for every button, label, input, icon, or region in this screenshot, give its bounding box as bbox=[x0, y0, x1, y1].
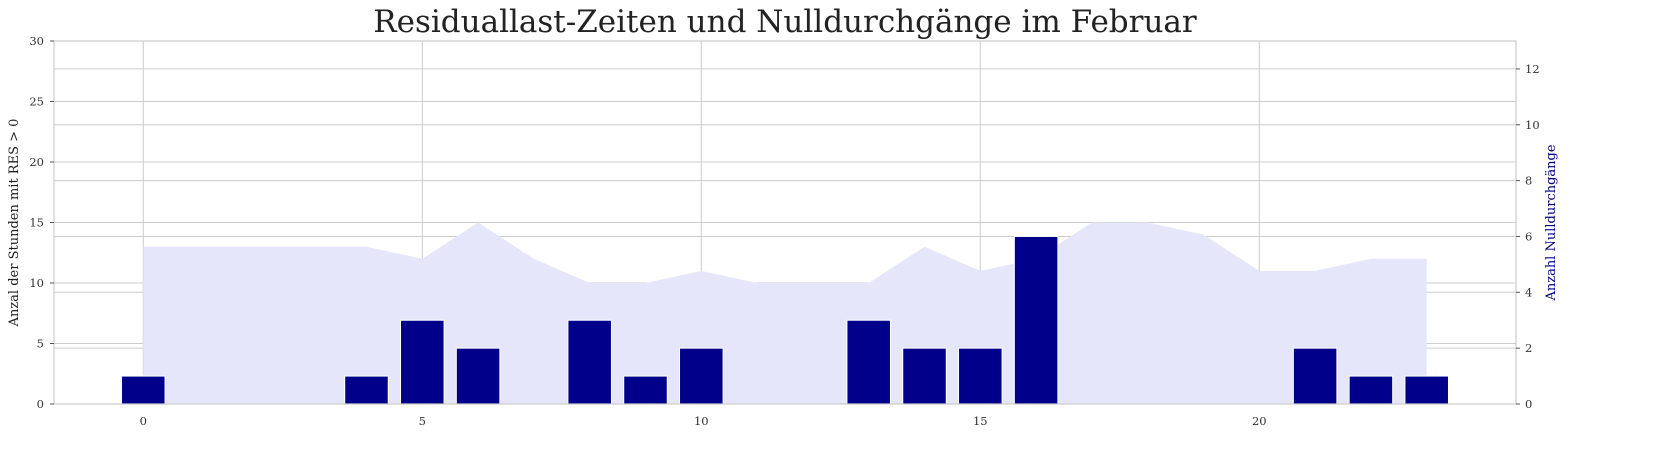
bar-mark bbox=[958, 347, 1003, 405]
x-tick-label: 20 bbox=[1252, 414, 1267, 428]
bar-mark bbox=[344, 375, 389, 405]
y2-tick-label: 2 bbox=[1525, 341, 1532, 355]
chart-title: Residuallast-Zeiten und Nulldurchgänge i… bbox=[373, 4, 1197, 40]
bar-mark bbox=[1013, 235, 1059, 405]
y-axis-label: Anzal der Stunden mit RES > 0 bbox=[7, 119, 22, 328]
bar-mark bbox=[1292, 347, 1338, 405]
bar-layer bbox=[121, 235, 1449, 405]
y2-tick-label: 6 bbox=[1525, 229, 1532, 243]
y-tick-label: 5 bbox=[37, 337, 44, 351]
bar-mark bbox=[623, 375, 668, 405]
x-tick-label: 10 bbox=[694, 414, 709, 428]
bar-mark bbox=[846, 319, 891, 405]
y2-axis-label: Anzahl Nulldurchgänge bbox=[1544, 144, 1559, 301]
y2-tick-label: 4 bbox=[1525, 285, 1532, 299]
x-tick-label: 0 bbox=[140, 414, 147, 428]
y2-tick-label: 0 bbox=[1525, 397, 1532, 411]
y-tick-label: 10 bbox=[29, 276, 44, 290]
y-tick-label: 30 bbox=[29, 34, 44, 48]
x-tick-label: 15 bbox=[973, 414, 988, 428]
bar-mark bbox=[1348, 375, 1394, 405]
y-tick-label: 25 bbox=[29, 95, 44, 109]
y2-tick-label: 10 bbox=[1525, 118, 1540, 132]
y-tick-label: 20 bbox=[29, 155, 44, 169]
bar-mark bbox=[902, 347, 947, 405]
bar-mark bbox=[1404, 375, 1449, 405]
area-series bbox=[143, 222, 1427, 404]
tick-layer: 0 5 10 15 20 0 5 10 15 20 25 30 0 2 4 6 8 10 12 bbox=[29, 34, 1539, 428]
bar-mark bbox=[455, 347, 501, 405]
bar-mark bbox=[567, 319, 612, 405]
y2-tick-label: 8 bbox=[1525, 174, 1532, 188]
bar-mark bbox=[679, 347, 724, 405]
bar-mark bbox=[400, 319, 445, 405]
x-tick-label: 5 bbox=[419, 414, 426, 428]
y-tick-label: 0 bbox=[37, 397, 44, 411]
bar-mark bbox=[121, 375, 166, 405]
y2-tick-label: 12 bbox=[1525, 62, 1540, 76]
y-tick-label: 15 bbox=[29, 216, 44, 230]
area-layer bbox=[143, 222, 1427, 404]
